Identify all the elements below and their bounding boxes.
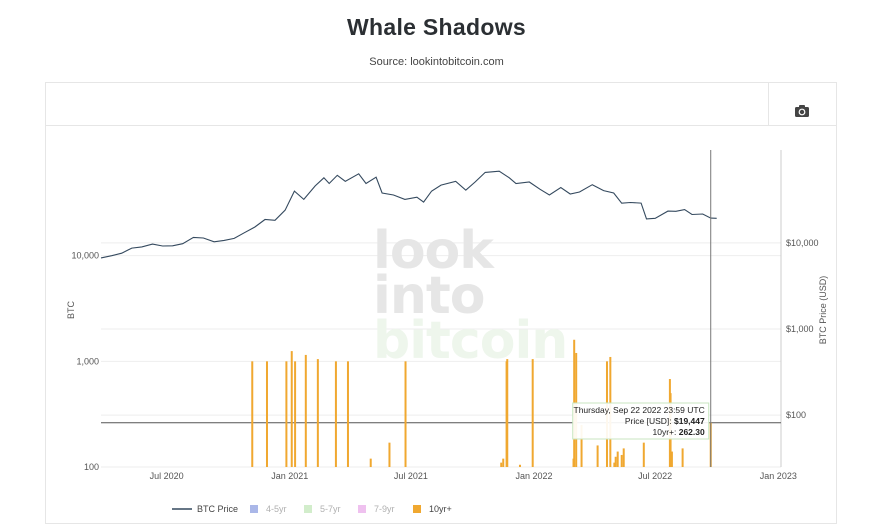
- y-right-tick-label: $1,000: [786, 324, 814, 334]
- x-tick-label: Jan 2021: [271, 471, 308, 481]
- bar-10yr: [502, 458, 505, 467]
- camera-icon[interactable]: [793, 103, 811, 119]
- bar-10yr: [500, 462, 503, 467]
- btc-price-line: [100, 170, 717, 259]
- bar-10yr: [251, 361, 254, 467]
- bar-10yr: [316, 359, 319, 467]
- legend-label-45yr: 4-5yr: [266, 504, 287, 514]
- tooltip-10yr: 10yr+: 262.30: [652, 427, 705, 437]
- legend-label-btc-price: BTC Price: [197, 504, 238, 514]
- y-left-tick-label: 100: [84, 462, 99, 472]
- bar-10yr: [304, 354, 307, 467]
- legend-label-57yr: 5-7yr: [320, 504, 341, 514]
- bar-10yr: [642, 442, 645, 467]
- toolbar-vertical-divider: [768, 83, 769, 125]
- bar-10yr: [506, 359, 509, 467]
- watermark-text: into: [373, 266, 484, 326]
- bar-10yr: [531, 359, 534, 467]
- bar-10yr: [404, 361, 407, 467]
- bar-10yr: [388, 442, 391, 467]
- bar-10yr: [670, 451, 673, 467]
- legend-label-79yr: 7-9yr: [374, 504, 395, 514]
- bar-10yr: [346, 361, 349, 467]
- tooltip-price: Price [USD]: $19,447: [625, 416, 705, 426]
- bar-10yr: [616, 451, 619, 467]
- bar-10yr: [580, 424, 583, 467]
- chart-title: Whale Shadows: [347, 14, 526, 40]
- bar-10yr: [622, 448, 625, 467]
- legend-swatch-79yr[interactable]: [358, 505, 366, 513]
- bar-10yr: [518, 464, 521, 467]
- bar-10yr: [369, 458, 372, 467]
- bar-10yr: [334, 361, 337, 467]
- x-tick-label: Jan 2023: [760, 471, 797, 481]
- bar-10yr: [681, 448, 684, 467]
- y-right-tick-label: $10,000: [786, 238, 819, 248]
- y-right-axis-title: BTC Price (USD): [818, 276, 828, 345]
- chart-frame: [45, 82, 837, 524]
- bar-10yr: [620, 454, 623, 467]
- bar-10yr: [294, 361, 297, 467]
- y-left-tick-label: 10,000: [71, 251, 99, 261]
- y-left-axis-title: BTC: [66, 300, 76, 319]
- bar-10yr: [265, 361, 268, 467]
- bar-10yr: [613, 462, 616, 467]
- tooltip-date: Thursday, Sep 22 2022 23:59 UTC: [574, 405, 705, 415]
- y-right-tick-label: $100: [786, 410, 806, 420]
- chart-source: Source: lookintobitcoin.com: [369, 56, 504, 68]
- x-tick-label: Jan 2022: [516, 471, 553, 481]
- legend-swatch-45yr[interactable]: [250, 505, 258, 513]
- legend-swatch-10yr[interactable]: [413, 505, 421, 513]
- bar-10yr: [290, 351, 293, 467]
- x-tick-label: Jul 2021: [394, 471, 428, 481]
- toolbar-divider: [45, 125, 837, 126]
- x-tick-label: Jul 2020: [150, 471, 184, 481]
- legend-swatch-57yr[interactable]: [304, 505, 312, 513]
- bar-10yr: [614, 456, 617, 467]
- x-tick-label: Jul 2022: [638, 471, 672, 481]
- watermark-text: bitcoin: [373, 311, 567, 371]
- y-left-tick-label: 1,000: [76, 356, 99, 366]
- bar-10yr: [285, 361, 288, 467]
- bar-10yr: [596, 445, 599, 467]
- legend-label-10yr: 10yr+: [429, 504, 452, 514]
- watermark-text: look: [373, 221, 495, 281]
- tooltip-box: [572, 402, 710, 440]
